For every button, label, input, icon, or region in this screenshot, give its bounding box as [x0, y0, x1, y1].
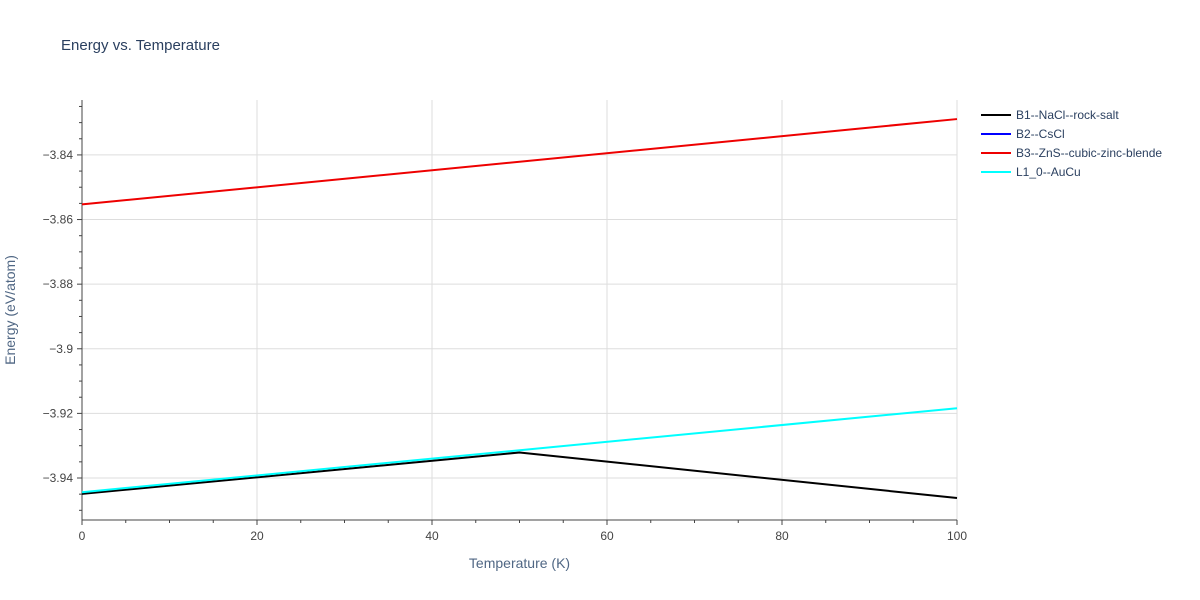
legend-item[interactable]: B2--CsCl	[981, 127, 1065, 141]
y-tick-label: −3.88	[43, 277, 74, 291]
grid-layer	[82, 100, 958, 520]
x-tick-label: 100	[947, 529, 967, 543]
y-tick-label: −3.86	[43, 213, 74, 227]
legend-item[interactable]: L1_0--AuCu	[981, 165, 1081, 179]
y-tick-label: −3.84	[43, 148, 74, 162]
series-line-0[interactable]	[81, 451, 958, 500]
x-axis-title: Temperature (K)	[469, 555, 570, 571]
chart-title: Energy vs. Temperature	[61, 37, 220, 54]
legend-label: L1_0--AuCu	[1016, 165, 1081, 179]
x-tick-label: 80	[775, 529, 789, 543]
x-tick-label: 60	[600, 529, 614, 543]
series-line-2[interactable]	[81, 118, 958, 206]
axes-layer: 0 20 40 60 80 100 −3.94 −3.92 −3.9 −3.88 −3.86 −3.8…	[43, 100, 967, 543]
y-tick-label: −3.92	[43, 406, 74, 420]
legend-label: B3--ZnS--cubic-zinc-blende	[1016, 146, 1162, 160]
y-axis-title: Energy (eV/atom)	[2, 255, 18, 365]
x-tick-label: 40	[425, 529, 439, 543]
x-tick-label: 0	[79, 529, 86, 543]
series-line-3[interactable]	[81, 407, 958, 494]
series-layer	[81, 118, 958, 500]
x-tick-label: 20	[250, 529, 264, 543]
legend-label: B1--NaCl--rock-salt	[1016, 108, 1119, 122]
legend-item[interactable]: B1--NaCl--rock-salt	[981, 108, 1119, 122]
y-tick-label: −3.94	[43, 471, 74, 485]
legend-item[interactable]: B3--ZnS--cubic-zinc-blende	[981, 146, 1162, 160]
legend[interactable]: B1--NaCl--rock-salt B2--CsCl B3--ZnS--cubi…	[981, 108, 1162, 179]
y-tick-label: −3.9	[49, 342, 73, 356]
legend-label: B2--CsCl	[1016, 127, 1065, 141]
